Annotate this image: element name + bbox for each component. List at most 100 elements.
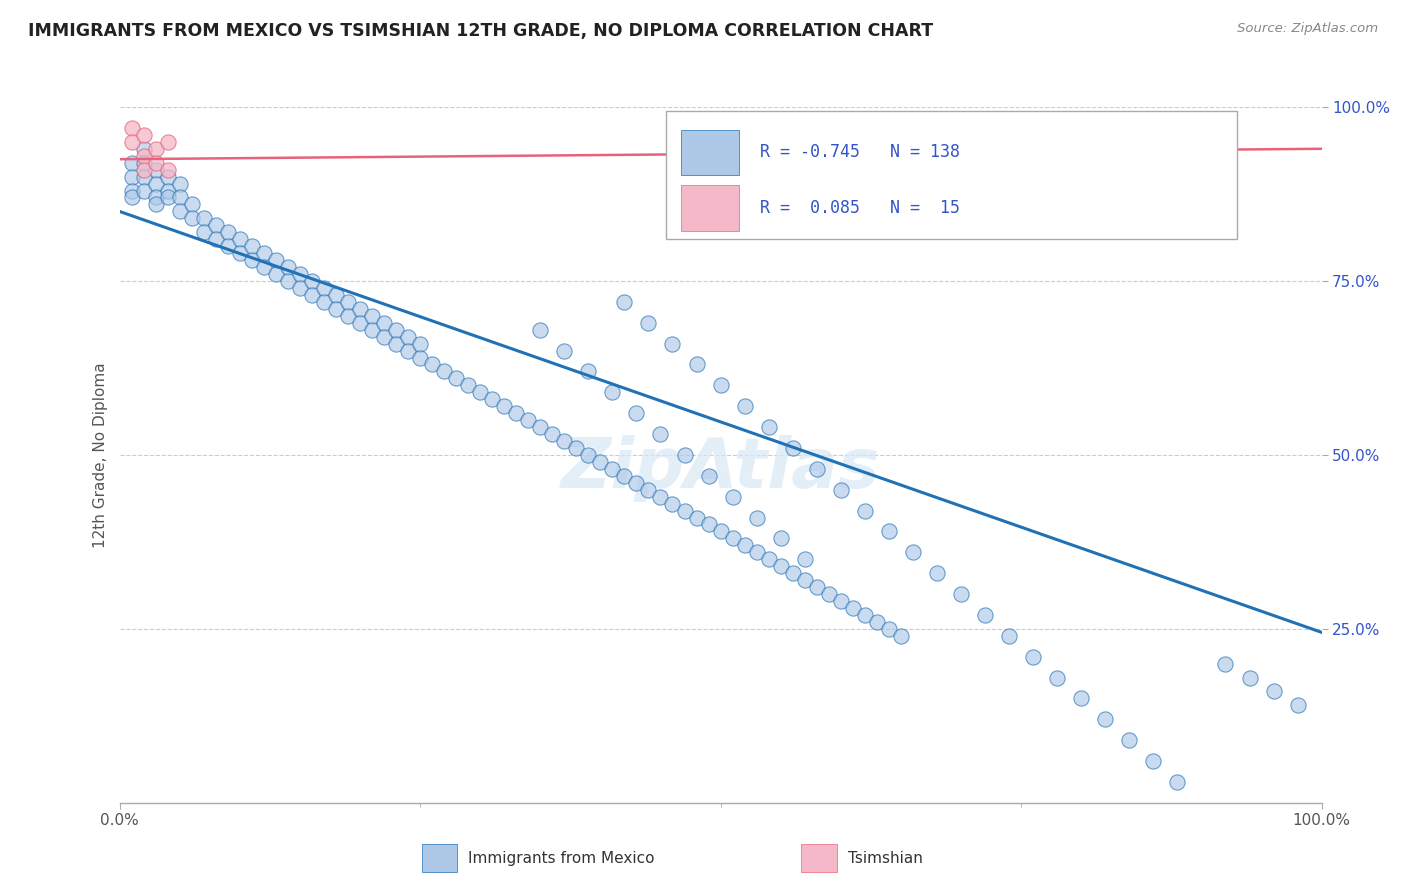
Point [709, 524, 731, 539]
Point [494, 399, 516, 413]
Point [721, 490, 744, 504]
Point [529, 420, 551, 434]
Point [217, 225, 239, 239]
Point [204, 219, 226, 233]
Point [145, 142, 167, 156]
Point [576, 448, 599, 462]
Point [156, 190, 179, 204]
Point [529, 323, 551, 337]
Point [145, 177, 167, 191]
Point [169, 177, 191, 191]
Point [457, 378, 479, 392]
Point [264, 267, 287, 281]
Point [793, 573, 815, 587]
Point [1094, 712, 1116, 726]
Point [613, 294, 636, 309]
Point [565, 441, 588, 455]
Point [697, 517, 720, 532]
Point [782, 566, 804, 581]
Point [914, 149, 936, 163]
Point [145, 155, 167, 169]
Point [325, 301, 347, 316]
Point [853, 503, 876, 517]
Point [361, 323, 384, 337]
Point [553, 343, 575, 358]
Text: Tsimshian: Tsimshian [848, 851, 922, 865]
Point [637, 483, 659, 497]
Point [830, 483, 852, 497]
Point [240, 253, 263, 268]
Point [650, 427, 672, 442]
Point [336, 309, 359, 323]
Point [132, 149, 155, 163]
Point [806, 462, 828, 476]
Point [156, 184, 179, 198]
Point [121, 155, 143, 169]
Point [1118, 733, 1140, 747]
Point [673, 448, 696, 462]
Point [998, 629, 1021, 643]
Bar [681, 186, 738, 230]
Point [1142, 754, 1164, 768]
Point [1046, 671, 1069, 685]
Point [673, 503, 696, 517]
Point [806, 580, 828, 594]
Point [576, 364, 599, 378]
Point [745, 545, 768, 559]
Point [877, 622, 900, 636]
Point [132, 128, 155, 142]
Point [277, 260, 299, 274]
Point [745, 510, 768, 524]
Y-axis label: 12th Grade, No Diploma: 12th Grade, No Diploma [93, 362, 108, 548]
Point [121, 190, 143, 204]
Point [734, 538, 756, 552]
Text: R =  0.085   N =  15: R = 0.085 N = 15 [761, 199, 960, 217]
Point [974, 607, 997, 622]
Point [385, 323, 408, 337]
Point [626, 475, 648, 490]
Point [193, 225, 215, 239]
Point [830, 149, 852, 163]
Point [121, 169, 143, 184]
Point [853, 607, 876, 622]
Point [697, 468, 720, 483]
Point [373, 316, 395, 330]
Point [890, 629, 912, 643]
Point [193, 211, 215, 226]
Point [949, 587, 972, 601]
Point [650, 490, 672, 504]
Point [793, 552, 815, 566]
Point [769, 532, 792, 546]
Point [301, 288, 323, 302]
Point [758, 552, 780, 566]
Point [228, 246, 252, 260]
FancyBboxPatch shape [666, 111, 1237, 239]
Point [180, 211, 202, 226]
Text: ZipAtlas: ZipAtlas [561, 435, 880, 502]
Text: Immigrants from Mexico: Immigrants from Mexico [468, 851, 655, 865]
Point [721, 532, 744, 546]
Point [132, 142, 155, 156]
Point [132, 162, 155, 177]
Point [1286, 698, 1309, 713]
Point [132, 184, 155, 198]
Point [685, 510, 707, 524]
Point [349, 316, 371, 330]
Point [709, 378, 731, 392]
Point [228, 232, 252, 246]
Bar [681, 129, 738, 175]
Point [156, 135, 179, 149]
Point [409, 336, 432, 351]
Point [288, 267, 311, 281]
Point [925, 142, 948, 156]
Point [121, 120, 143, 135]
Point [373, 329, 395, 343]
Point [890, 155, 912, 169]
Point [180, 197, 202, 211]
Point [1070, 691, 1092, 706]
Point [866, 615, 889, 629]
Point [830, 594, 852, 608]
Point [121, 135, 143, 149]
Point [758, 420, 780, 434]
Point [637, 316, 659, 330]
